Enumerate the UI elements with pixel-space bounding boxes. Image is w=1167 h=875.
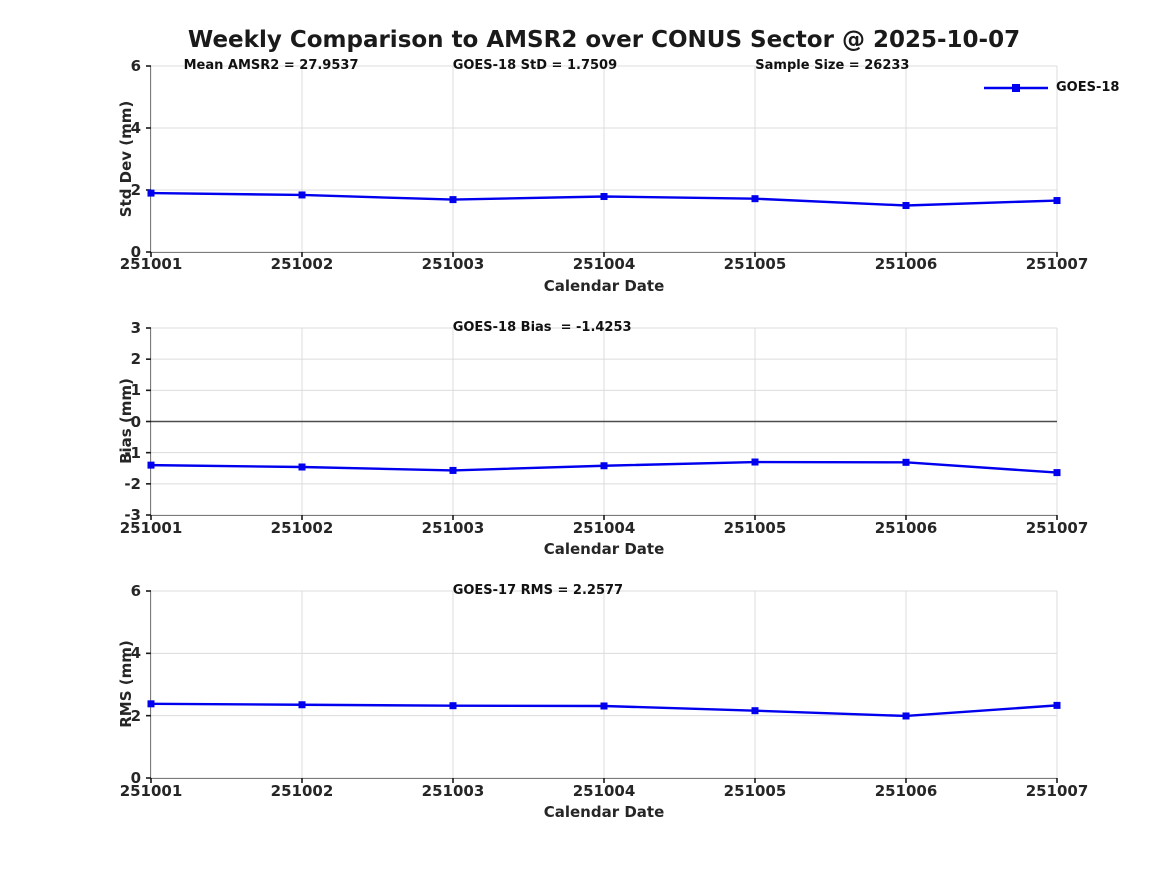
legend-line-icon — [984, 83, 1048, 92]
plot-area: GOES-18 Bias = -1.4253 — [146, 320, 1061, 520]
x-tick-label: 251004 — [572, 782, 636, 800]
x-tick-label: 251001 — [119, 255, 183, 273]
x-tick-label: 251005 — [723, 255, 787, 273]
x-tick-label: 251006 — [874, 782, 938, 800]
x-tick-labels: 251001 251002 251003 251004 251005 251006 2510… — [120, 255, 1089, 274]
y-tick-label: 0 — [130, 769, 141, 787]
x-tick-label: 251006 — [874, 255, 938, 273]
x-axis-label: Calendar Date — [543, 277, 665, 295]
y-tick-labels: -3 -2 -1 0 1 2 3 — [0, 319, 141, 524]
y-tick-labels: 0 2 4 6 — [0, 57, 141, 261]
x-tick-label: 251005 — [723, 519, 787, 537]
x-axis-label: Calendar Date — [543, 803, 665, 821]
y-tick-label: -1 — [124, 443, 141, 462]
x-tick-label: 251003 — [421, 782, 485, 800]
x-tick-label: 251003 — [421, 519, 485, 537]
figure-title: Weekly Comparison to AMSR2 over CONUS Se… — [187, 27, 1021, 53]
y-tick-label: 3 — [130, 319, 141, 337]
y-tick-label: 6 — [130, 582, 141, 600]
x-tick-label: 251002 — [270, 782, 334, 800]
x-tick-label: 251002 — [270, 519, 334, 537]
x-tick-label: 251005 — [723, 782, 787, 800]
y-tick-label: -3 — [124, 506, 141, 524]
y-tick-label: 2 — [130, 181, 141, 199]
std-dev-line-plot — [146, 65, 1061, 257]
y-tick-labels: 0 2 4 6 — [0, 582, 141, 787]
bias-line-plot — [146, 327, 1061, 520]
y-tick-label: 2 — [130, 706, 141, 725]
plot-area: Mean AMSR2 = 27.9537 GOES-18 StD = 1.7509… — [146, 58, 1119, 257]
x-tick-label: 251007 — [1025, 519, 1089, 537]
y-tick-label: 4 — [130, 119, 141, 137]
y-tick-label: 4 — [130, 644, 141, 663]
y-tick-label: 1 — [130, 381, 141, 400]
x-tick-label: 251006 — [874, 519, 938, 537]
y-tick-label: 2 — [130, 350, 141, 369]
x-tick-label: 251007 — [1025, 782, 1089, 800]
y-tick-label: 0 — [130, 243, 141, 261]
x-tick-label: 251002 — [270, 255, 334, 273]
legend: GOES-18 — [983, 80, 1119, 95]
x-axis-label: Calendar Date — [543, 540, 665, 558]
rms-line-plot — [146, 590, 1061, 783]
y-tick-label: 0 — [130, 412, 141, 431]
x-tick-labels: 251001 251002 251003 251004 251005 251006 2510… — [120, 519, 1089, 538]
legend-label: GOES-18 — [1056, 80, 1120, 95]
x-tick-label: 251001 — [119, 519, 183, 537]
x-tick-label: 251003 — [421, 255, 485, 273]
x-tick-label: 251001 — [119, 782, 183, 800]
x-tick-label: 251004 — [572, 255, 636, 273]
x-tick-label: 251004 — [572, 519, 636, 537]
y-tick-label: 6 — [130, 57, 141, 75]
y-tick-label: -2 — [124, 474, 141, 493]
x-tick-label: 251007 — [1025, 255, 1089, 273]
x-tick-labels: 251001 251002 251003 251004 251005 251006 2510… — [120, 782, 1089, 801]
plot-area: GOES-17 RMS = 2.2577 — [146, 583, 1061, 783]
